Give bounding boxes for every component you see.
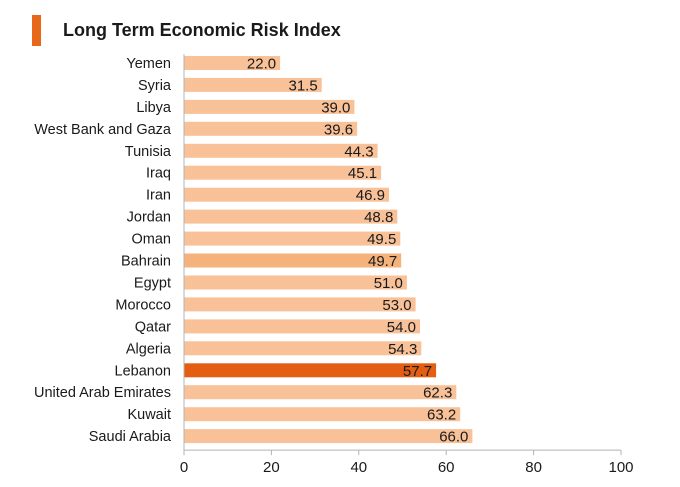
category-label: West Bank and Gaza	[34, 122, 172, 138]
bar-saudi-arabia	[184, 429, 473, 444]
x-tick-label: 100	[608, 459, 633, 476]
category-label: Lebanon	[115, 363, 171, 379]
category-label: Syria	[138, 78, 172, 94]
bar-morocco	[184, 297, 416, 312]
bar-lebanon	[184, 363, 437, 378]
category-label: Jordan	[127, 210, 171, 226]
category-label: Iran	[146, 188, 171, 204]
data-label: 44.3	[344, 143, 373, 160]
bar-libya	[184, 99, 355, 114]
x-tick-label: 60	[438, 459, 455, 476]
bar-algeria	[184, 341, 422, 356]
data-label: 62.3	[423, 385, 452, 402]
chart-title-block: Long Term Economic Risk Index	[32, 14, 341, 46]
bar-qatar	[184, 319, 420, 334]
category-label: Oman	[132, 232, 172, 248]
category-label: Algeria	[126, 341, 172, 357]
chart-title: Long Term Economic Risk Index	[63, 19, 341, 40]
category-label: Bahrain	[121, 254, 171, 270]
bar-west-bank-and-gaza	[184, 121, 358, 136]
data-label: 53.0	[382, 297, 411, 314]
data-label: 49.5	[367, 231, 396, 248]
data-label: 39.6	[324, 121, 353, 138]
category-label: Egypt	[134, 276, 171, 292]
data-label: 66.0	[439, 429, 468, 446]
data-label: 39.0	[321, 99, 350, 116]
x-tick-label: 80	[525, 459, 542, 476]
title-accent-bar	[32, 14, 41, 46]
category-label: Morocco	[115, 297, 171, 313]
bar-tunisia	[184, 143, 378, 158]
data-label: 54.3	[388, 341, 417, 358]
x-tick-label: 40	[350, 459, 367, 476]
data-label: 31.5	[288, 77, 317, 94]
category-label: Qatar	[135, 319, 171, 335]
x-tick-label: 20	[263, 459, 280, 476]
category-label: Tunisia	[125, 144, 172, 160]
category-label: United Arab Emirates	[34, 385, 171, 401]
bar-iran	[184, 187, 389, 202]
category-label: Iraq	[146, 166, 171, 182]
data-label: 48.8	[364, 209, 393, 226]
bar-egypt	[184, 275, 407, 290]
data-label: 63.2	[427, 407, 456, 424]
category-label: Kuwait	[127, 407, 171, 423]
bar-iraq	[184, 165, 382, 180]
data-label: 45.1	[348, 165, 377, 182]
bar-yemen	[184, 56, 281, 70]
category-label: Libya	[136, 100, 172, 116]
category-label: Saudi Arabia	[89, 429, 172, 445]
bar-united-arab-emirates	[184, 385, 457, 400]
data-label: 51.0	[374, 275, 403, 292]
bar-jordan	[184, 209, 398, 224]
bar-kuwait	[184, 407, 461, 422]
bar-bahrain	[184, 253, 402, 268]
bar-syria	[184, 77, 322, 92]
x-tick-label: 0	[180, 459, 188, 476]
bar-oman	[184, 231, 401, 246]
data-label: 49.7	[368, 253, 397, 270]
category-label: Yemen	[126, 56, 171, 72]
data-label: 46.9	[356, 187, 385, 204]
data-label: 22.0	[247, 56, 276, 73]
data-label: 57.7	[403, 363, 432, 380]
data-label: 54.0	[387, 319, 416, 336]
